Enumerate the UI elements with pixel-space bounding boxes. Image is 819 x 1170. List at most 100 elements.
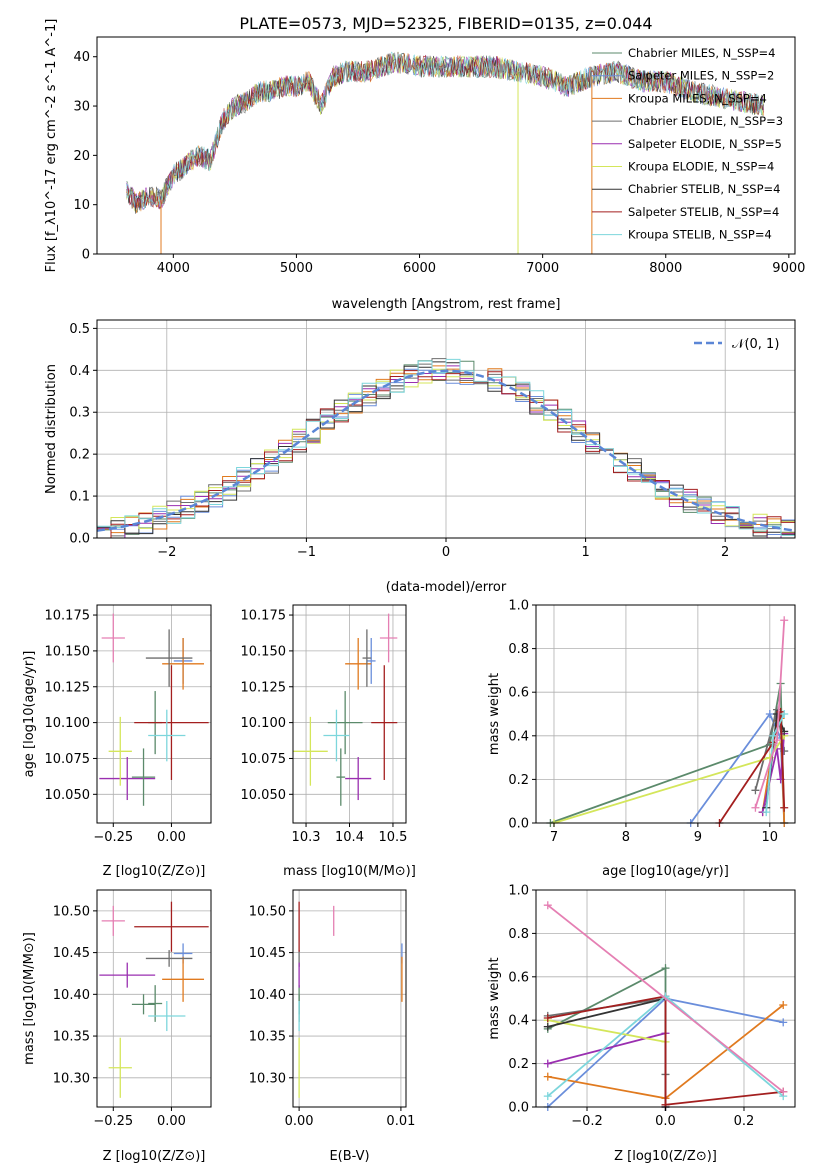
- legend-label: Chabrier ELODIE, N_SSP=3: [628, 114, 783, 128]
- weight-marker: [751, 786, 760, 795]
- axes-frame: [96, 36, 796, 255]
- weight-marker: [765, 710, 774, 718]
- x-tick-label: 10: [762, 830, 779, 845]
- weight-marker: [543, 1022, 552, 1031]
- x-tick-label: 9000: [772, 261, 805, 276]
- errorbars: [99, 901, 209, 1098]
- y-tick-label: 10.30: [249, 1071, 286, 1086]
- y-tick-label: 0.0: [508, 1101, 529, 1116]
- errorbars: [99, 613, 209, 806]
- x-tick-label: −0.25: [93, 830, 133, 845]
- weight-marker: [780, 710, 789, 718]
- y-tick-label: 0.6: [508, 686, 529, 701]
- y-tick-label: 1.0: [508, 599, 529, 614]
- x-tick-label: 0.00: [157, 830, 186, 845]
- x-tick-label: 8000: [649, 261, 682, 276]
- y-tick-label: 10.50: [249, 904, 286, 919]
- y-axis-label: mass [log10(M/M⊙)]: [22, 932, 37, 1065]
- errorbars: [293, 613, 398, 806]
- y-tick-label: 10.125: [241, 680, 287, 695]
- y-tick-label: 0.2: [508, 1057, 529, 1072]
- weight-marker: [779, 1001, 788, 1010]
- weight-marker: [779, 1087, 788, 1096]
- spectrum-line: [126, 54, 764, 211]
- x-tick-label: 5000: [280, 261, 313, 276]
- y-tick-label: 10.150: [241, 644, 287, 659]
- weight-marker: [779, 1018, 788, 1027]
- weight-marker: [543, 1059, 552, 1068]
- y-tick-label: 10.050: [241, 788, 287, 803]
- x-tick-label: 6000: [403, 261, 436, 276]
- spectrum-line: [126, 52, 764, 210]
- x-tick-label: 10.4: [335, 830, 364, 845]
- legend-label: Chabrier MILES, N_SSP=4: [628, 46, 775, 60]
- normal-curve: [96, 369, 796, 532]
- axes-2: −0.25 0.00 10.050 10.075 10.100 10.125 10.150 1…: [22, 604, 212, 879]
- panel-5: [97, 890, 211, 1107]
- legend-label: Salpeter MILES, N_SSP=2: [628, 69, 774, 83]
- x-tick-label: 0.0: [655, 1114, 676, 1129]
- axes-5: −0.25 0.00 10.30 10.35 10.40 10.45 10.50 Z [log…: [22, 889, 212, 1164]
- x-tick-label: −0.25: [93, 1114, 133, 1129]
- x-tick-label: 9: [694, 830, 702, 845]
- y-tick-label: 0.4: [69, 364, 90, 379]
- x-tick-label: 2: [721, 545, 729, 560]
- y-tick-label: 30: [73, 100, 90, 115]
- axes-frame: [535, 604, 796, 824]
- y-tick-label: 0.2: [69, 448, 90, 463]
- y-axis-label: Flux [f_λ10^-17 erg cm^-2 s^-1 A^-1]: [44, 19, 59, 273]
- weight-marker: [762, 808, 771, 817]
- y-tick-label: 10.45: [53, 946, 90, 961]
- weight-lines: [546, 616, 789, 827]
- histogram-series: [97, 370, 795, 539]
- y-tick-label: 10.125: [45, 680, 91, 695]
- y-tick-label: 0.4: [508, 729, 529, 744]
- histogram-steps: 𝒩(0, 1): [96, 337, 796, 539]
- axes-7: −0.2 0.0 0.2 0.0 0.2 0.4 0.6 0.8 1.0 Z [log10(Z/Z…: [487, 884, 796, 1164]
- y-tick-label: 10.075: [241, 752, 287, 767]
- weight-series: [547, 995, 784, 1106]
- y-tick-label: 10.45: [249, 946, 286, 961]
- weight-marker: [751, 803, 760, 812]
- spectrum-line: [126, 51, 764, 210]
- y-tick-label: 10.40: [53, 988, 90, 1003]
- weight-series: [547, 997, 667, 1075]
- panel-1: [97, 320, 795, 539]
- axes-frame: [96, 889, 212, 1108]
- histogram-series: [97, 358, 795, 536]
- y-tick-label: 10.175: [45, 609, 91, 624]
- y-tick-label: 10.075: [45, 752, 91, 767]
- y-tick-label: 0.2: [508, 773, 529, 788]
- panel-6: [293, 890, 406, 1107]
- weight-marker: [769, 731, 778, 740]
- x-tick-label: 10.3: [292, 830, 321, 845]
- legend-label: Kroupa STELIB, N_SSP=4: [628, 228, 772, 242]
- axes-frame: [96, 604, 212, 824]
- legend-label: Kroupa MILES, N_SSP=4: [628, 91, 767, 105]
- legend: Chabrier MILES, N_SSP=4 Salpeter MILES, N…: [592, 46, 783, 242]
- chart-title: PLATE=0573, MJD=52325, FIBERID=0135, z=0…: [239, 14, 652, 33]
- y-tick-label: 10.050: [45, 788, 91, 803]
- y-tick-label: 20: [73, 149, 90, 164]
- y-tick-label: 10.35: [53, 1030, 90, 1045]
- y-tick-label: 10.175: [241, 609, 287, 624]
- y-tick-label: 0: [82, 248, 90, 263]
- panel-3: [293, 605, 406, 823]
- x-tick-label: 10.5: [378, 830, 407, 845]
- axes-6: 0.00 0.01 10.30 10.35 10.40 10.45 10.50 E(B-V): [249, 889, 415, 1164]
- legend-label: 𝒩(0, 1): [732, 337, 779, 352]
- spectrum-lines: [126, 51, 764, 254]
- axes-3: 10.3 10.4 10.5 10.050 10.075 10.100 10.125 10.1…: [241, 604, 416, 879]
- panels: 4000 5000 6000 7000 8000 9000010203040wavelen…: [22, 19, 805, 1164]
- weight-marker: [780, 803, 789, 812]
- axes-frame: [292, 889, 407, 1108]
- y-tick-label: 10.100: [45, 716, 91, 731]
- x-axis-label: E(B-V): [329, 1149, 369, 1164]
- legend-label: Chabrier STELIB, N_SSP=4: [628, 182, 780, 196]
- y-axis-label: age [log10(age/yr)]: [22, 651, 37, 778]
- x-axis-label: mass [log10(M/M⊙)]: [283, 864, 416, 879]
- weight-marker: [543, 901, 552, 910]
- y-tick-label: 0.3: [69, 406, 90, 421]
- y-axis-label: mass weight: [487, 957, 502, 1039]
